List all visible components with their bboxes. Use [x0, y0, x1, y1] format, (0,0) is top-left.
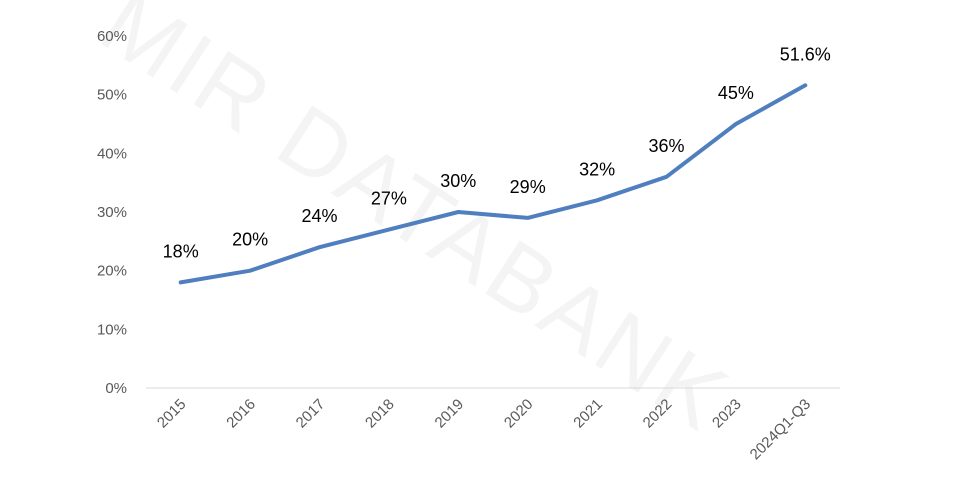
x-tick-label: 2017 [293, 396, 329, 432]
y-tick-label: 10% [97, 321, 127, 338]
y-tick-label: 60% [97, 28, 127, 45]
x-tick-label: 2024Q1-Q3 [747, 396, 814, 463]
data-label: 29% [510, 177, 546, 197]
x-tick-label: 2021 [570, 396, 606, 432]
x-tick-label: 2018 [362, 396, 398, 432]
data-label: 27% [371, 189, 407, 209]
data-label: 51.6% [780, 44, 831, 64]
y-tick-label: 30% [97, 204, 127, 221]
data-label: 36% [648, 136, 684, 156]
y-tick-label: 40% [97, 145, 127, 162]
data-label: 18% [163, 241, 199, 261]
watermark-text: MIR DATABANK [84, 0, 747, 451]
data-label: 32% [579, 159, 615, 179]
y-tick-label: 20% [97, 263, 127, 280]
x-tick-label: 2015 [154, 396, 190, 432]
x-tick-label: 2020 [501, 396, 537, 432]
data-label: 20% [232, 230, 268, 250]
y-axis-ticks: 0% 10% 20% 30% 40% 50% 60% [97, 28, 127, 397]
y-tick-label: 50% [97, 87, 127, 104]
y-tick-label: 0% [105, 380, 127, 397]
data-label: 30% [440, 171, 476, 191]
x-tick-label: 2016 [223, 396, 259, 432]
data-labels: 18% 20% 24% 27% 30% 29% 32% 36% 45% 51.6% [163, 44, 831, 261]
series-line [178, 83, 808, 285]
data-label: 24% [301, 206, 337, 226]
x-tick-label: 2019 [432, 396, 468, 432]
data-label: 45% [718, 83, 754, 103]
